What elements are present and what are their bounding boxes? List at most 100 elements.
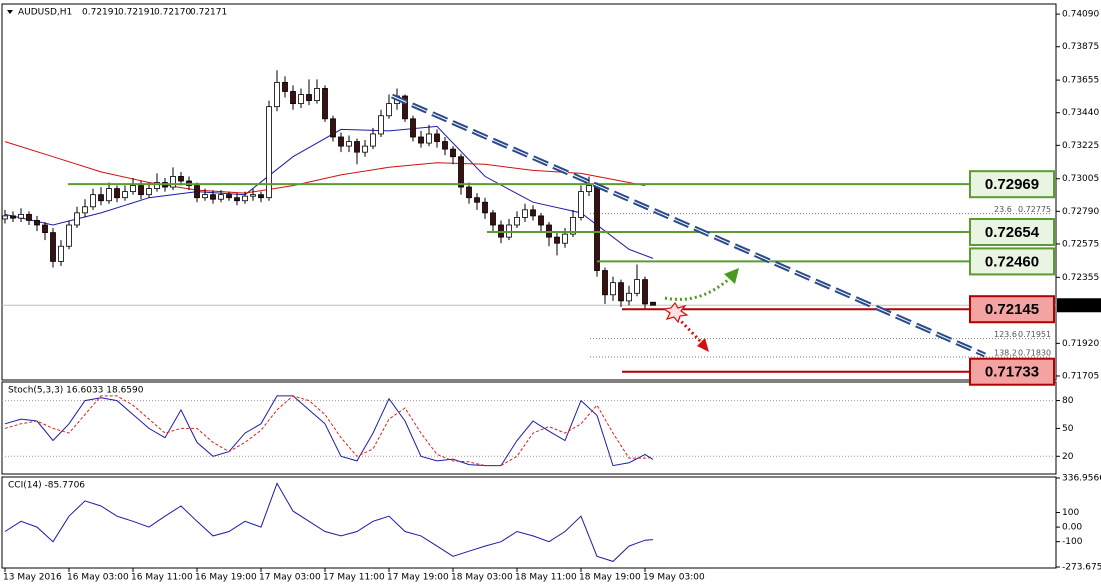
candle-body <box>58 245 64 262</box>
candle-body <box>378 115 384 135</box>
candle-body <box>450 148 456 158</box>
y-tick-label: 80 <box>1062 396 1074 406</box>
cci-panel <box>1 476 1057 569</box>
level-label: 0.71733 <box>985 364 1039 381</box>
candle-body <box>282 81 288 92</box>
candle-body <box>354 141 360 153</box>
candle-body <box>426 133 432 144</box>
candle-body <box>362 145 368 153</box>
y-tick-label: 50 <box>1062 424 1074 434</box>
stoch-title: Stoch(5,3,3) 16.6033 18.6590 <box>8 386 144 396</box>
candle-body <box>106 188 112 202</box>
level-label: 0.72969 <box>985 176 1039 193</box>
candle-body <box>218 194 224 200</box>
candle-body <box>202 194 208 199</box>
y-tick-label: 0.71705 <box>1062 371 1099 381</box>
fib-price: 0.71951 <box>1018 330 1051 339</box>
fib-ratio: 123.6 <box>994 330 1017 339</box>
level-box <box>969 357 1055 386</box>
candle-body <box>66 224 72 247</box>
candle-body <box>586 185 592 193</box>
last-price-box <box>1057 298 1101 313</box>
header-low: 0.72170 <box>154 8 191 18</box>
candle-body <box>34 220 40 226</box>
candle-body <box>322 88 328 120</box>
indicator-line <box>4 125 654 259</box>
x-tick-label: 19 May 03:00 <box>643 573 705 583</box>
candle-body <box>290 91 296 105</box>
candle-body <box>234 197 240 202</box>
trend-line-inner <box>391 95 986 356</box>
candle-body <box>410 118 416 138</box>
y-tick-label: 0.72355 <box>1062 273 1099 283</box>
down-arrow-head <box>697 338 709 352</box>
y-tick-label: 0.72575 <box>1062 239 1099 249</box>
up-arrow-head <box>724 268 739 284</box>
y-tick-label: 0.73005 <box>1062 174 1099 184</box>
candle-body <box>2 215 8 220</box>
menu-arrow <box>7 10 13 14</box>
candle-body <box>306 94 312 101</box>
candle-body <box>122 191 128 199</box>
y-tick-label: 0.73655 <box>1062 76 1099 86</box>
candle-body <box>50 232 56 262</box>
candle-body <box>466 186 472 199</box>
header-high: 0.72191 <box>118 8 155 18</box>
fib-price: 0.72775 <box>1018 205 1051 214</box>
candle-body <box>250 194 256 197</box>
candle-body <box>650 301 656 306</box>
candle-body <box>18 213 24 219</box>
x-tick-label: 16 May 19:00 <box>195 573 257 583</box>
candle-body <box>242 195 248 202</box>
candle-body <box>474 197 480 203</box>
y-tick-label: 0.73440 <box>1062 108 1099 118</box>
candle-body <box>178 176 184 182</box>
y-tick-label: 100 <box>1062 508 1079 518</box>
price-panel <box>1 3 1057 381</box>
candle-body <box>98 194 104 202</box>
level-label: 0.72145 <box>985 301 1039 318</box>
starburst <box>662 301 689 324</box>
candle-body <box>634 279 640 294</box>
y-tick-label: 0.71920 <box>1062 339 1099 349</box>
up-arrow <box>664 276 732 301</box>
level-label: 0.72460 <box>985 253 1039 270</box>
level-box <box>969 295 1055 324</box>
x-tick-label: 17 May 11:00 <box>323 573 385 583</box>
candle-body <box>346 141 352 147</box>
y-tick-label: 0.74090 <box>1062 10 1099 20</box>
candle-body <box>538 215 544 226</box>
candle-body <box>554 236 560 244</box>
indicator-line <box>4 395 654 467</box>
candle-body <box>482 201 488 214</box>
candle-body <box>578 191 584 218</box>
candle-body <box>594 185 600 271</box>
candle-body <box>226 194 232 199</box>
candle-body <box>274 81 280 108</box>
candle-body <box>42 224 48 233</box>
candle-body <box>298 94 304 105</box>
candle-body <box>154 182 160 189</box>
candle-body <box>418 136 424 144</box>
fib-ratio: 138.2 <box>994 349 1017 358</box>
x-tick-label: 17 May 19:00 <box>387 573 449 583</box>
candle-body <box>490 212 496 226</box>
indicator-line <box>4 395 654 467</box>
fib-price: 0.71830 <box>1018 349 1051 358</box>
stoch-panel <box>1 381 1057 475</box>
candle-body <box>114 188 120 199</box>
candle-body <box>618 282 624 302</box>
candle-body <box>626 292 632 302</box>
x-tick-label: 13 May 2016 <box>3 573 62 583</box>
candle-body <box>90 194 96 208</box>
x-tick-label: 18 May 11:00 <box>515 573 577 583</box>
candle-body <box>26 213 32 221</box>
y-tick-label: -100 <box>1062 537 1083 547</box>
candle-body <box>530 209 536 217</box>
candle-body <box>458 156 464 188</box>
y-tick-label: 0.00 <box>1062 523 1082 533</box>
y-tick-label: -273.6758 <box>1062 563 1101 573</box>
x-tick-label: 16 May 11:00 <box>131 573 193 583</box>
cci-title: CCI(14) -85.7706 <box>8 481 85 491</box>
